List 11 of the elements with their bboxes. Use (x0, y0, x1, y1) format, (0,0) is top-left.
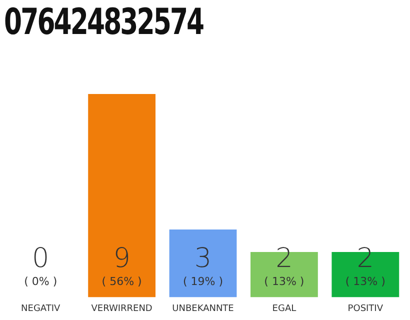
data-label: 3 ( 19% ) (182, 243, 224, 288)
data-label: 9 ( 56% ) (102, 243, 142, 288)
chart-title: 076424832574 (4, 2, 204, 43)
data-label: 2 ( 13% ) (264, 243, 304, 288)
x-tick-label: VERWIRREND (91, 304, 152, 314)
data-label: 0 ( 0% ) (24, 243, 58, 288)
x-tick-label: NEGATIV (21, 304, 62, 314)
x-tick-label: UNBEKANNTE (172, 304, 234, 314)
x-tick-label: EGAL (272, 304, 296, 314)
x-tick-label: POSITIV (348, 304, 384, 314)
data-label: 2 ( 13% ) (345, 243, 386, 288)
